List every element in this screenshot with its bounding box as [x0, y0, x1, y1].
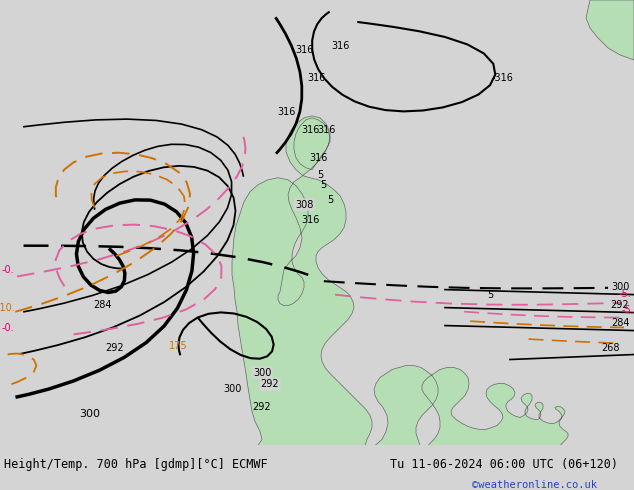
Text: 5: 5 [327, 195, 333, 205]
Text: -5.: -5. [621, 305, 634, 315]
Text: 300: 300 [79, 410, 101, 419]
Text: 292: 292 [106, 343, 124, 352]
Text: 300: 300 [611, 282, 629, 292]
Text: 5: 5 [317, 170, 323, 180]
Text: 316: 316 [331, 41, 349, 51]
Text: 316: 316 [301, 215, 319, 225]
Text: 316: 316 [317, 125, 335, 135]
Text: -0.: -0. [2, 265, 15, 274]
Text: 316: 316 [309, 153, 327, 163]
Text: 316: 316 [295, 45, 313, 55]
Text: 316: 316 [277, 107, 295, 117]
Text: Tu 11-06-2024 06:00 UTC (06+120): Tu 11-06-2024 06:00 UTC (06+120) [390, 458, 618, 470]
Text: 268: 268 [601, 343, 619, 352]
Text: 175: 175 [169, 341, 187, 350]
Text: 5: 5 [487, 290, 493, 299]
Text: 300: 300 [253, 368, 271, 377]
Text: 292: 292 [611, 299, 630, 310]
Polygon shape [586, 0, 634, 60]
Text: 5: 5 [320, 180, 326, 190]
Text: 292: 292 [253, 402, 271, 413]
Text: 316: 316 [307, 73, 325, 83]
Text: -10.: -10. [0, 303, 15, 313]
Text: ©weatheronline.co.uk: ©weatheronline.co.uk [472, 480, 597, 490]
Text: Height/Temp. 700 hPa [gdmp][°C] ECMWF: Height/Temp. 700 hPa [gdmp][°C] ECMWF [4, 458, 268, 470]
Polygon shape [232, 116, 568, 445]
Text: 284: 284 [93, 299, 111, 310]
Text: -316: -316 [491, 73, 513, 83]
Text: 300: 300 [223, 385, 241, 394]
Text: -5.: -5. [619, 289, 631, 298]
Text: 284: 284 [611, 318, 630, 328]
Text: -0.: -0. [2, 322, 15, 333]
Text: 316: 316 [301, 125, 319, 135]
Text: 292: 292 [261, 379, 280, 390]
Text: 308: 308 [295, 200, 313, 210]
